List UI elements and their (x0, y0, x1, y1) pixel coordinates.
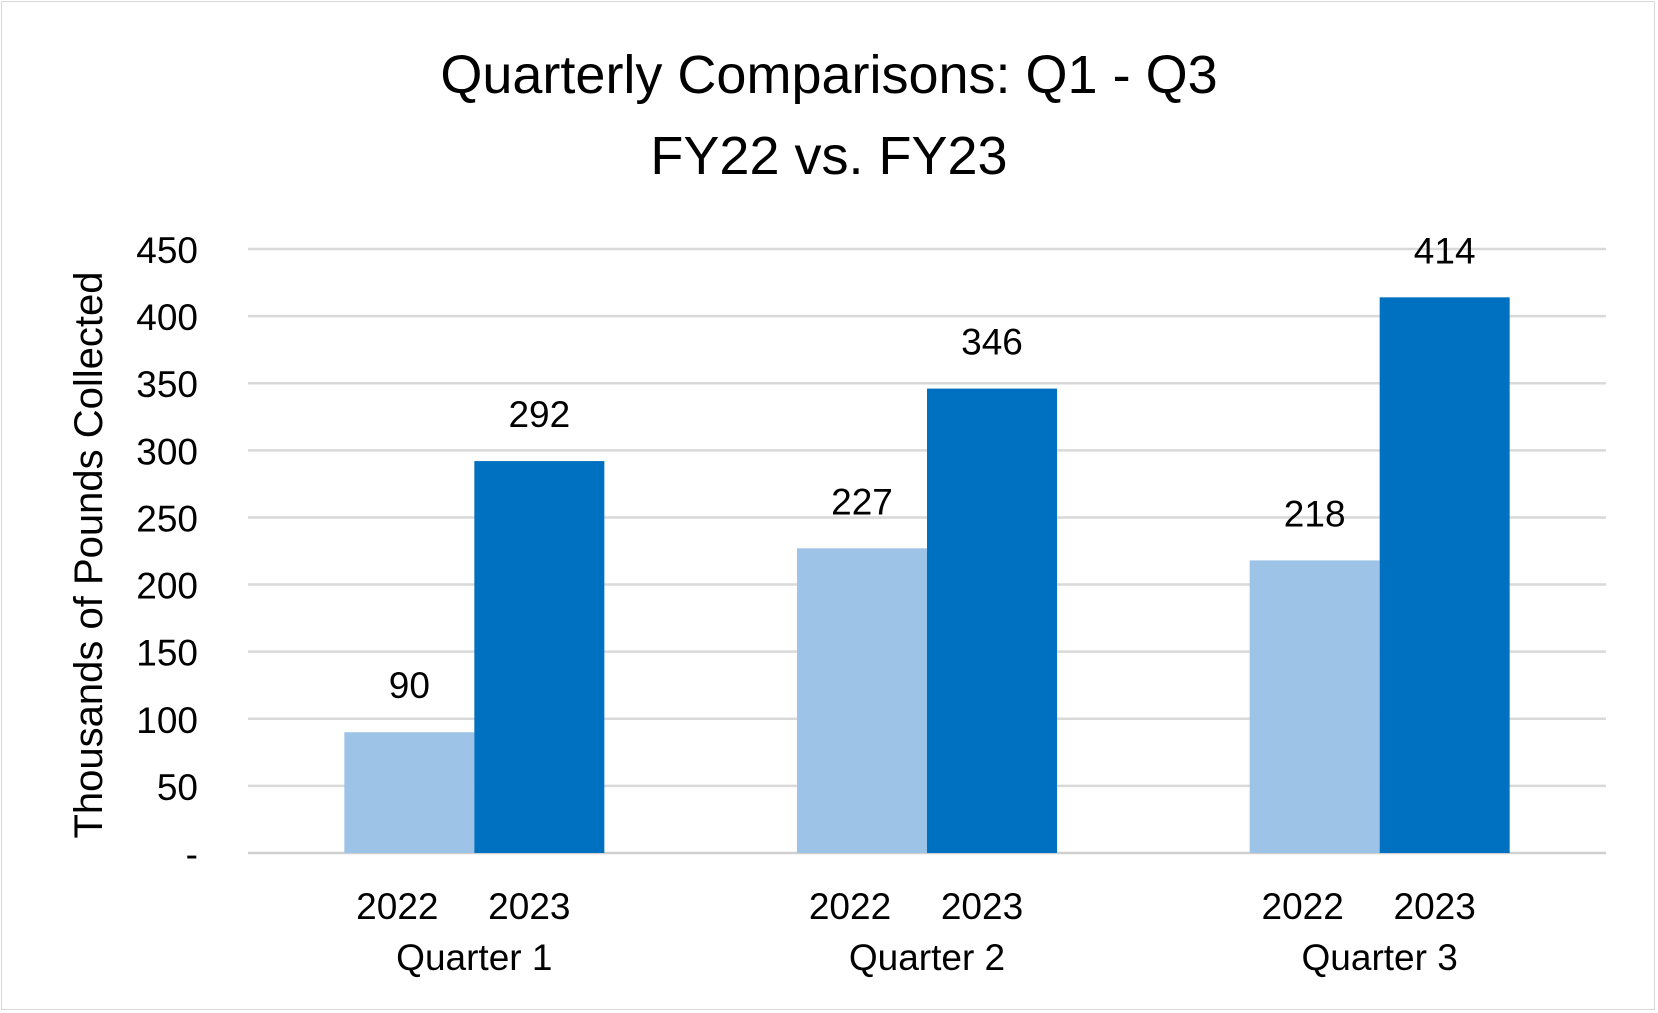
data-label-2022-2: 227 (831, 481, 893, 522)
bar-2022-1 (344, 732, 475, 853)
bars (344, 297, 1510, 853)
data-label-2023-2: 346 (961, 322, 1023, 363)
chart-title: Quarterly Comparisons: Q1 - Q3 FY22 vs. F… (440, 45, 1217, 186)
y-tick-label: - (186, 834, 198, 875)
bar-2022-2 (797, 548, 927, 853)
y-tick-label: 450 (136, 230, 198, 271)
x-axis-labels: 2022 2023 Quarter 1 2022 2023 Quarter 2 2022 20… (356, 886, 1476, 978)
y-tick-label: 50 (157, 767, 198, 808)
data-label-2022-1: 90 (389, 665, 430, 706)
bar-2022-3 (1249, 560, 1380, 853)
x-sub-label-2023: 2023 (1394, 886, 1476, 927)
x-sub-label-2023: 2023 (488, 886, 570, 927)
bar-2023-2 (927, 388, 1057, 853)
x-category-label: Quarter 3 (1302, 937, 1458, 978)
y-tick-label: 250 (136, 498, 198, 539)
y-tick-label: 100 (136, 700, 198, 741)
bar-2023-1 (474, 461, 605, 853)
y-tick-label: 200 (136, 566, 198, 607)
chart-title-line-1: Quarterly Comparisons: Q1 - Q3 (440, 45, 1217, 105)
data-label-2022-3: 218 (1284, 493, 1346, 534)
x-category-label: Quarter 2 (849, 937, 1005, 978)
y-tick-label: 300 (136, 431, 198, 472)
x-sub-label-2022: 2022 (356, 886, 438, 927)
x-sub-label-2023: 2023 (941, 886, 1023, 927)
y-axis-label: Thousands of Pounds Collected (67, 271, 111, 838)
y-tick-label: 350 (136, 364, 198, 405)
bar-2023-3 (1379, 297, 1510, 853)
data-labels: 90 292 227 346 218 414 (389, 230, 1476, 706)
y-axis-ticks: - 50 100 150 200 250 300 350 400 450 (136, 230, 198, 875)
data-label-2023-3: 414 (1414, 230, 1476, 271)
x-sub-label-2022: 2022 (809, 886, 891, 927)
data-label-2023-1: 292 (508, 394, 570, 435)
y-tick-label: 150 (136, 633, 198, 674)
y-tick-label: 400 (136, 297, 198, 338)
chart-title-line-2: FY22 vs. FY23 (650, 126, 1007, 186)
x-category-label: Quarter 1 (396, 937, 552, 978)
x-sub-label-2022: 2022 (1262, 886, 1344, 927)
